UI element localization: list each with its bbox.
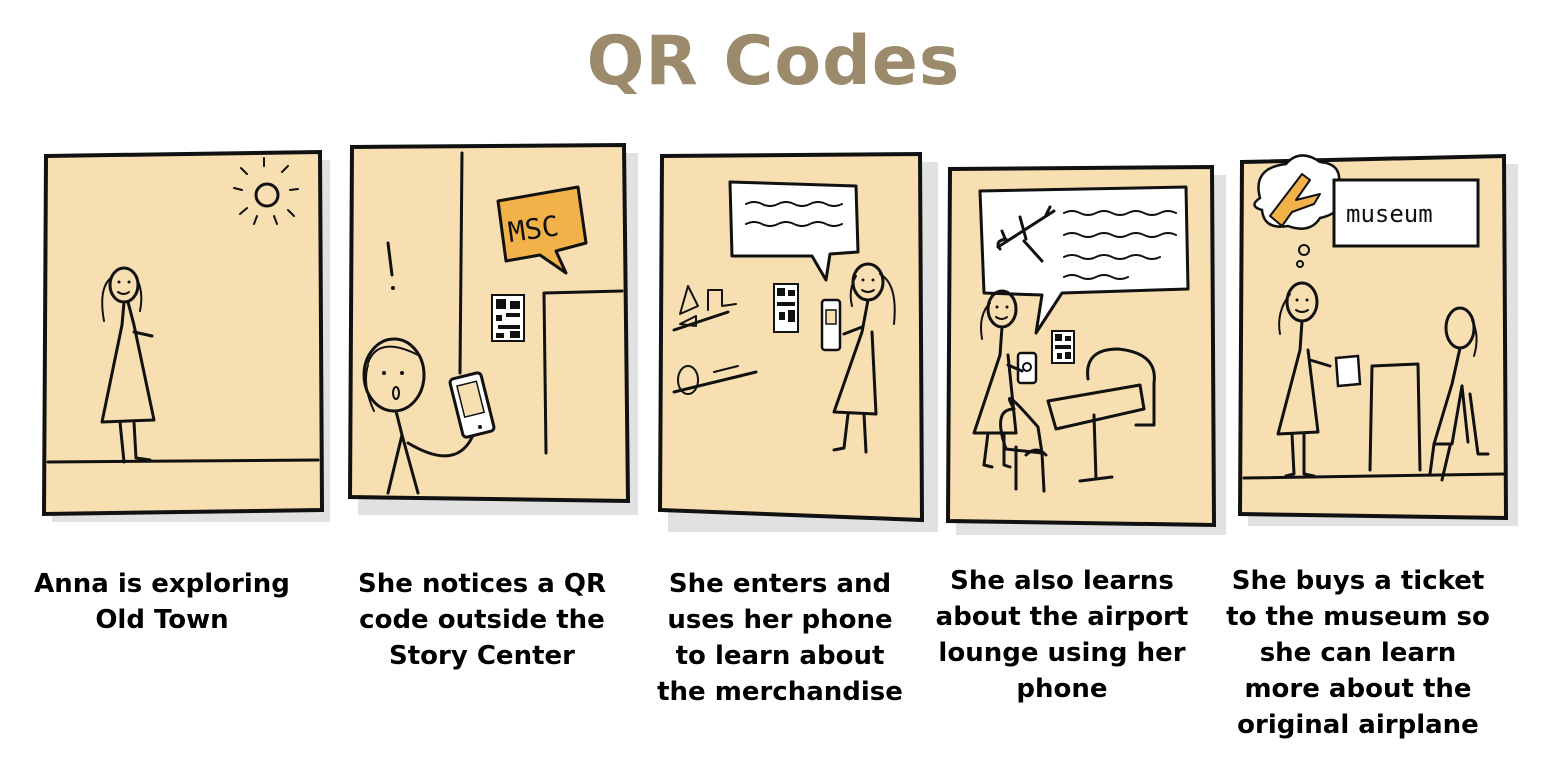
qr-code-icon [491, 294, 525, 342]
phone-icon [448, 371, 496, 439]
panel-caption-2: She notices a QR code outside the Story … [358, 569, 606, 671]
sun-icon [233, 157, 299, 225]
airplane-icon [996, 205, 1056, 263]
merchandise-shelf [672, 285, 758, 395]
stick-figure-icon [362, 337, 476, 495]
phone-icon [1016, 351, 1038, 385]
phone-icon [820, 298, 842, 352]
qr-code-icon [1051, 330, 1075, 364]
comic-panel-4 [945, 164, 1226, 535]
stick-figure-icon [1276, 281, 1332, 478]
comic-panel-5: museum [1237, 153, 1518, 529]
lounge-furniture [999, 347, 1156, 493]
ticket-booth [1368, 362, 1422, 472]
comic-panel-2: MSC [347, 142, 638, 518]
shop-sign-bubble: MSC [496, 185, 588, 275]
qr-code-icon [773, 283, 799, 333]
speech-bubble-icon [728, 180, 860, 282]
stick-figure-icon [832, 262, 896, 454]
panel-caption-5: She buys a ticket to the museum so she c… [1226, 566, 1490, 740]
page-title: QR Codes [586, 22, 961, 101]
panel-caption-4: She also learns about the airport lounge… [935, 566, 1189, 704]
airplane-icon [1269, 173, 1321, 227]
panel-caption-1: Anna is exploring Old Town [34, 569, 290, 635]
museum-sign-text: museum [1346, 200, 1433, 228]
panel-caption-3: She enters and uses her phone to learn a… [657, 569, 903, 707]
comic-panel-1 [41, 149, 332, 525]
comic-panel-3 [657, 151, 938, 532]
ticket-icon [1334, 354, 1362, 388]
stick-figure-icon [100, 266, 156, 464]
shop-sign-text: MSC [506, 209, 561, 249]
museum-sign: museum [1332, 178, 1480, 248]
seated-clerk-figure [1428, 306, 1490, 482]
